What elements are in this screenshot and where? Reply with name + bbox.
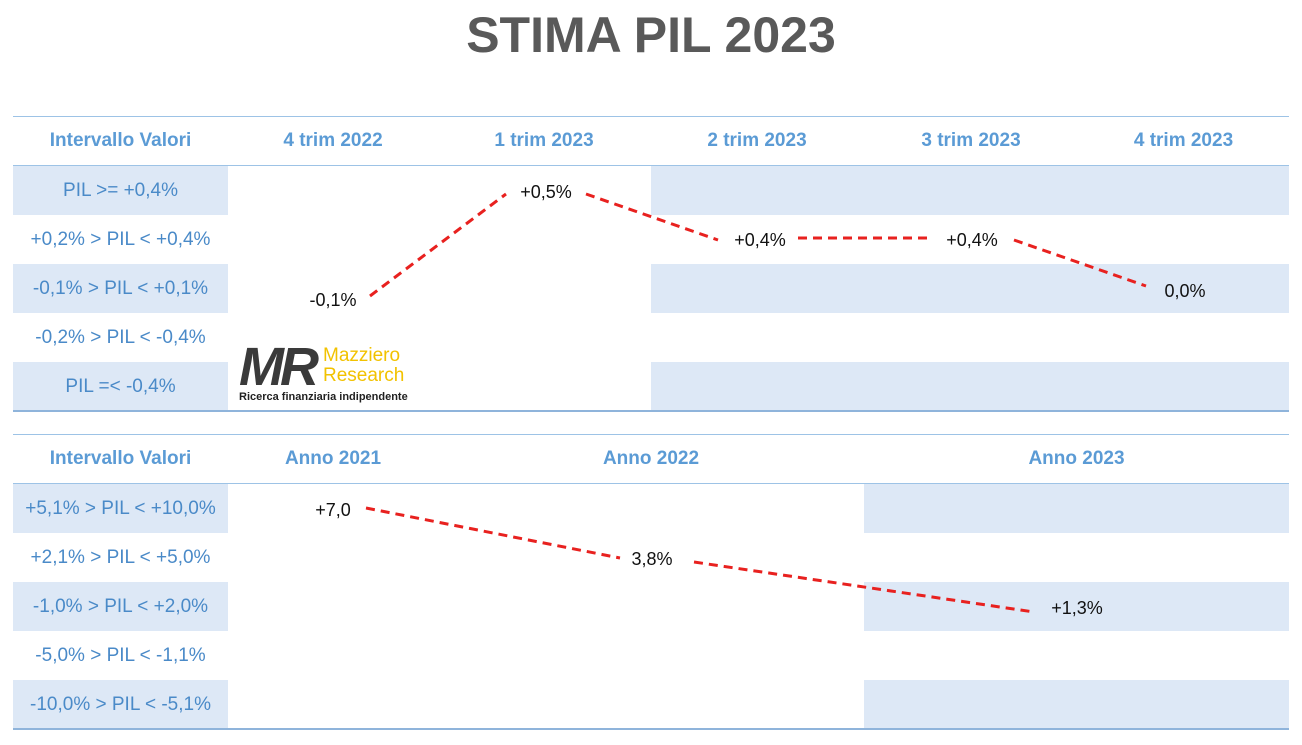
header-top-line <box>13 116 1289 117</box>
quarterly-value-label: 0,0% <box>1164 281 1205 301</box>
range-label: -5,0% > PIL < -1,1% <box>35 645 206 666</box>
range-band <box>13 582 228 631</box>
range-label: PIL =< -0,4% <box>65 376 176 397</box>
header-top-line <box>13 434 1289 435</box>
table-bottom-line <box>13 410 1289 412</box>
col-header-2022: Anno 2022 <box>602 448 700 469</box>
range-label: +2,1% > PIL < +5,0% <box>30 547 211 568</box>
annual-value-label: 3,8% <box>631 549 672 569</box>
range-band <box>13 166 228 215</box>
quarterly-table: Intervallo Valori 4 trim 2022 1 trim 202… <box>13 116 1289 412</box>
quarterly-line-segment <box>585 192 719 242</box>
annual-value-label: +1,3% <box>1051 598 1103 618</box>
annual-line-segment <box>693 560 1035 614</box>
range-band <box>864 484 1289 533</box>
page-title: STIMA PIL 2023 <box>466 7 836 63</box>
annual-line-segment <box>365 506 621 560</box>
range-label: +0,2% > PIL < +0,4% <box>30 229 211 250</box>
col-header-q1-2023: 1 trim 2023 <box>494 130 594 151</box>
table-bottom-line <box>13 728 1289 730</box>
col-header-q2-2023: 2 trim 2023 <box>707 130 807 151</box>
quarterly-value-label: +0,4% <box>734 230 786 250</box>
header-bottom-line <box>13 483 1289 484</box>
mazziero-research-logo: MR Mazziero Research Ricerca finanziaria… <box>239 340 439 410</box>
quarterly-value-label: +0,4% <box>946 230 998 250</box>
logo-name-line1: Mazziero <box>323 345 401 366</box>
range-band <box>651 166 1289 215</box>
range-label: -0,1% > PIL < +0,1% <box>32 278 209 299</box>
range-band <box>13 362 228 411</box>
col-header-2023: Anno 2023 <box>1028 448 1125 469</box>
quarterly-value-label: +0,5% <box>520 182 572 202</box>
range-band <box>651 264 1289 313</box>
range-band <box>13 484 228 533</box>
quarterly-line-segment <box>1013 238 1147 288</box>
col-header-2021: Anno 2021 <box>284 448 382 469</box>
logo-tagline: Ricerca finanziaria indipendente <box>239 391 408 403</box>
range-band <box>864 582 1289 631</box>
logo-monogram: MR <box>239 337 319 397</box>
range-label: -1,0% > PIL < +2,0% <box>32 596 209 617</box>
range-band <box>651 362 1289 411</box>
logo-name: Mazziero Research <box>323 346 404 386</box>
range-label: +5,1% > PIL < +10,0% <box>25 498 216 519</box>
range-column-header: Intervallo Valori <box>49 130 192 151</box>
range-label: -10,0% > PIL < -5,1% <box>30 694 211 715</box>
col-header-q4-2022: 4 trim 2022 <box>283 130 383 151</box>
col-header-q3-2023: 3 trim 2023 <box>921 130 1021 151</box>
range-label: PIL >= +0,4% <box>63 180 178 201</box>
logo-name-line2: Research <box>323 365 405 386</box>
range-band <box>864 680 1289 729</box>
range-band <box>13 680 228 729</box>
range-label: -0,2% > PIL < -0,4% <box>35 327 206 348</box>
header-bottom-line <box>13 165 1289 166</box>
range-column-header: Intervallo Valori <box>49 448 192 469</box>
annual-value-label: +7,0 <box>315 500 351 520</box>
col-header-q4-2023: 4 trim 2023 <box>1133 130 1234 151</box>
annual-table: Intervallo Valori Anno 2021 Anno 2022 An… <box>13 434 1289 730</box>
range-band <box>13 264 228 313</box>
quarterly-line-segment <box>369 192 507 298</box>
quarterly-value-label: -0,1% <box>309 290 356 310</box>
